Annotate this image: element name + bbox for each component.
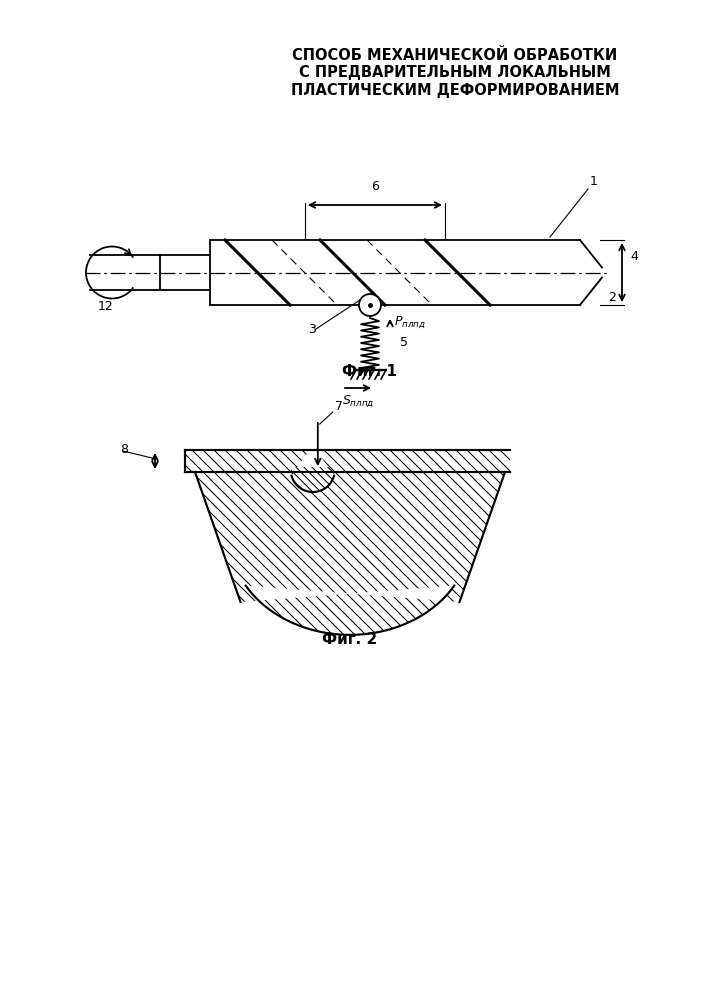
Text: Фиг. 2: Фиг. 2 [322, 633, 378, 648]
Text: 6: 6 [371, 180, 379, 193]
Text: 2: 2 [608, 291, 616, 304]
Text: 1: 1 [590, 175, 598, 188]
Text: Фиг. 1: Фиг. 1 [342, 364, 397, 379]
Text: 4: 4 [630, 250, 638, 263]
Circle shape [359, 294, 381, 316]
Text: СПОСОБ МЕХАНИЧЕСКОЙ ОБРАБОТКИ: СПОСОБ МЕХАНИЧЕСКОЙ ОБРАБОТКИ [293, 47, 618, 62]
Text: С ПРЕДВАРИТЕЛЬНЫМ ЛОКАЛЬНЫМ: С ПРЕДВАРИТЕЛЬНЫМ ЛОКАЛЬНЫМ [299, 66, 611, 81]
Text: 8: 8 [120, 443, 128, 456]
Text: 3: 3 [308, 323, 316, 336]
Text: $S_{плпд}$: $S_{плпд}$ [341, 393, 374, 409]
Text: 7: 7 [335, 400, 343, 413]
Text: 12: 12 [98, 300, 114, 314]
Text: 5: 5 [400, 336, 408, 349]
Text: ПЛАСТИЧЕСКИМ ДЕФОРМИРОВАНИЕМ: ПЛАСТИЧЕСКИМ ДЕФОРМИРОВАНИЕМ [291, 84, 619, 99]
Polygon shape [185, 450, 510, 635]
Polygon shape [291, 445, 334, 492]
Text: $P_{плпд}$: $P_{плпд}$ [394, 314, 426, 330]
